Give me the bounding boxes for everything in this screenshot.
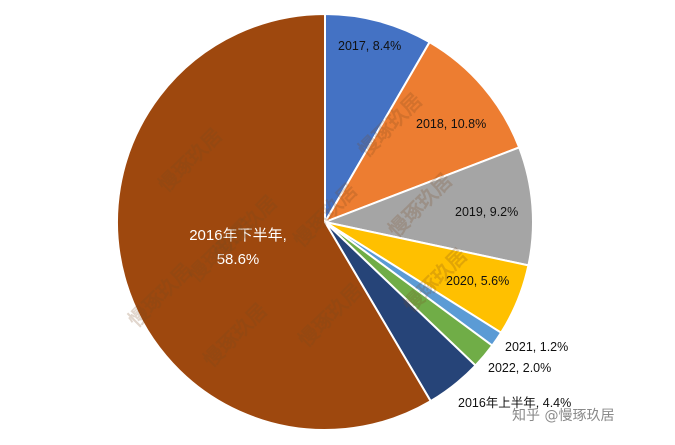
- pie-slices: [116, 12, 534, 431]
- pie-labels: 2017, 8.4% 2018, 10.8% 2019, 9.2% 2020, 5.6…: [189, 39, 571, 410]
- pie-slice: [324, 12, 431, 226]
- pie-slice: [321, 146, 534, 267]
- pie-slice-label: 2016年上半年, 4.4%: [458, 396, 571, 410]
- pie-slice-label: 2016年下半年, 58.6%: [189, 227, 287, 268]
- pie-slice: [322, 40, 521, 224]
- pie-slice-label: 2017, 8.4%: [338, 39, 401, 53]
- pie-slice-label: 2019, 9.2%: [455, 205, 518, 219]
- pie-slice-label: 2018, 10.8%: [416, 117, 486, 131]
- pie-slice-label: 2022, 2.0%: [488, 361, 551, 375]
- credit-watermark: 知乎 @慢琢玖居: [512, 407, 614, 424]
- pie-slice-label: 2021, 1.2%: [505, 340, 568, 354]
- pie-slice-label: 2020, 5.6%: [446, 274, 509, 288]
- pie-slice: [116, 12, 433, 431]
